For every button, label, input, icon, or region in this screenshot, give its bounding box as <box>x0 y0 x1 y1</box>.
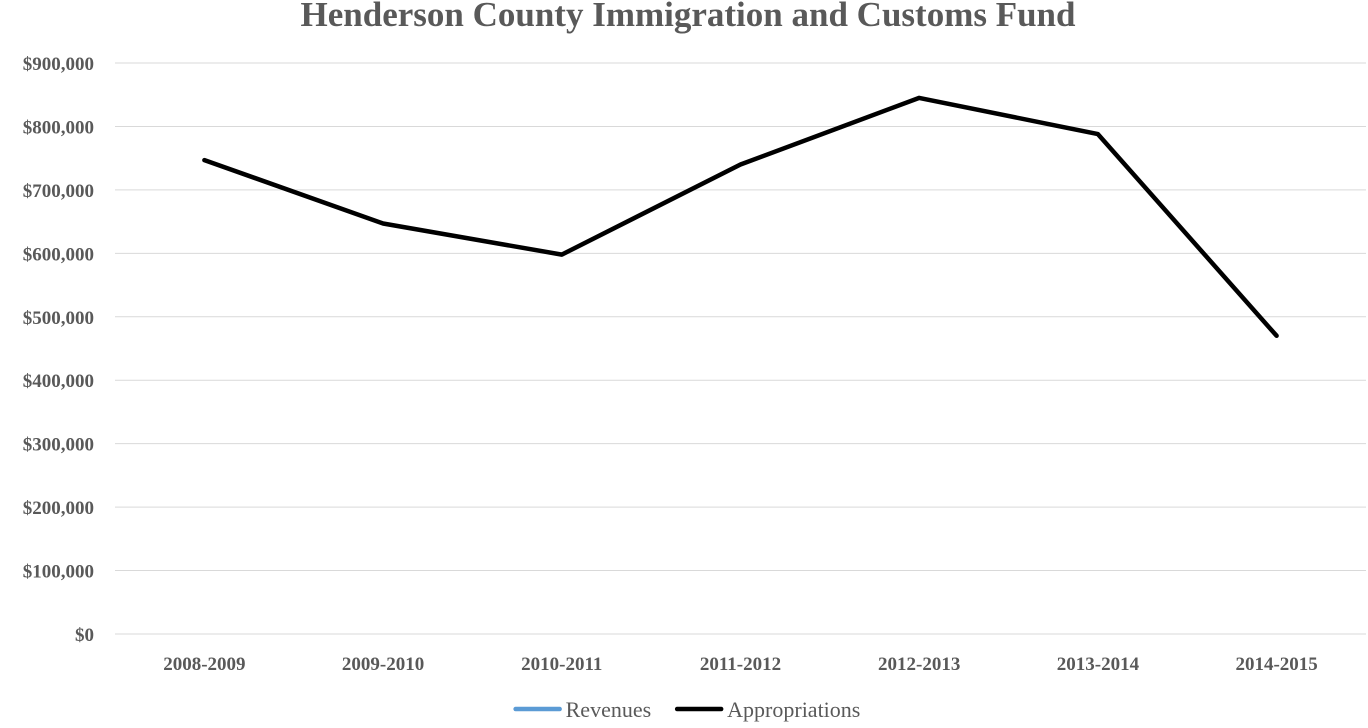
x-tick-label: 2011-2012 <box>700 654 781 675</box>
y-tick-label: $300,000 <box>23 435 94 456</box>
y-tick-label: $400,000 <box>23 371 94 392</box>
y-tick-label: $100,000 <box>23 562 94 583</box>
chart-title: Henderson County Immigration and Customs… <box>301 0 1077 34</box>
y-tick-label: $500,000 <box>23 308 94 329</box>
x-tick-label: 2008-2009 <box>163 654 245 675</box>
y-tick-label: $200,000 <box>23 498 94 519</box>
series-layer <box>204 98 1276 336</box>
y-tick-label: $0 <box>75 625 94 646</box>
legend-item-appropriations: Appropriations <box>677 697 860 722</box>
x-tick-label: 2012-2013 <box>878 654 960 675</box>
y-tick-label: $600,000 <box>23 244 94 265</box>
x-tick-label: 2014-2015 <box>1235 654 1317 675</box>
gridlines <box>115 63 1366 634</box>
y-tick-label: $800,000 <box>23 117 94 138</box>
legend: Revenues Appropriations <box>516 697 861 722</box>
series-line-appropriations <box>204 98 1276 336</box>
x-tick-label: 2010-2011 <box>521 654 602 675</box>
y-tick-label: $700,000 <box>23 181 94 202</box>
legend-item-revenues: Revenues <box>516 697 652 722</box>
x-axis: 2008-2009 2009-2010 2010-2011 2011-2012 2012… <box>163 654 1318 675</box>
y-tick-label: $900,000 <box>23 54 94 75</box>
x-tick-label: 2013-2014 <box>1057 654 1140 675</box>
x-tick-label: 2009-2010 <box>342 654 424 675</box>
legend-label: Appropriations <box>727 697 860 722</box>
legend-label: Revenues <box>566 697 652 722</box>
y-axis: $0 $100,000 $200,000 $300,000 $400,000 $500,0… <box>23 54 94 646</box>
